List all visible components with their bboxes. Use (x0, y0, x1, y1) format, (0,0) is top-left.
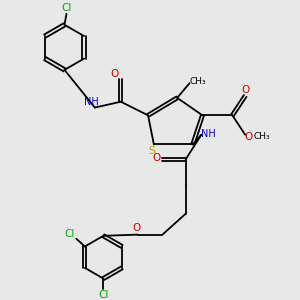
Text: O: O (152, 154, 161, 164)
Text: Cl: Cl (61, 4, 72, 14)
Text: O: O (244, 132, 252, 142)
Text: CH₃: CH₃ (253, 132, 270, 141)
Text: Cl: Cl (98, 290, 109, 300)
Text: O: O (110, 69, 119, 79)
Text: CH₃: CH₃ (190, 77, 206, 86)
Text: O: O (132, 224, 140, 233)
Text: O: O (241, 85, 249, 95)
Text: S: S (148, 146, 155, 157)
Text: Cl: Cl (64, 229, 74, 239)
Text: NH: NH (201, 129, 216, 139)
Text: NH: NH (84, 97, 98, 107)
